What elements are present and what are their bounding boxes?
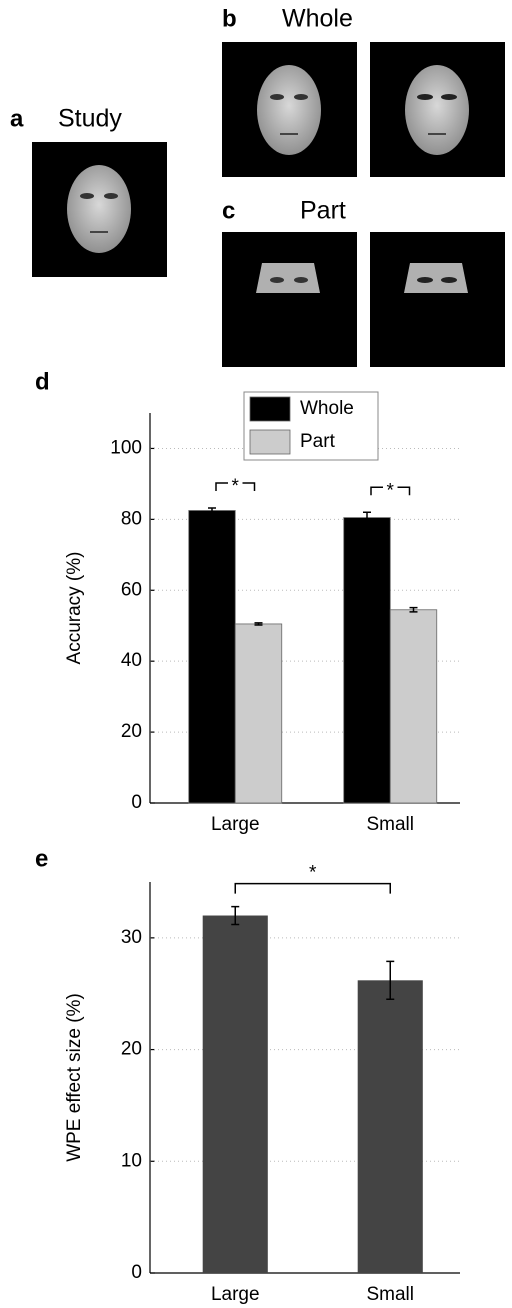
error-bar (363, 511, 371, 524)
part-images (222, 232, 505, 367)
error-bar (208, 507, 216, 514)
y-axis-label: WPE effect size (%) (64, 993, 85, 1162)
y-tick-label: 10 (121, 1150, 142, 1171)
y-tick-label: 60 (121, 579, 142, 600)
significance-star: * (309, 863, 317, 884)
study-image (32, 142, 167, 277)
y-tick-label: 20 (121, 721, 142, 742)
significance-bracket (370, 486, 411, 496)
x-tick-label: Large (211, 1284, 260, 1305)
bar (234, 623, 283, 804)
significance-bracket (215, 482, 256, 492)
significance-star: * (232, 476, 240, 497)
panel-letter: c (222, 197, 235, 224)
panel-letter: a (10, 105, 24, 132)
legend-label: Whole (300, 398, 354, 419)
error-bar (386, 960, 395, 1001)
error-bar (254, 622, 263, 626)
significance-bracket (234, 882, 391, 894)
error-bar (409, 606, 418, 613)
y-tick-label: 30 (121, 927, 142, 948)
panel-letter: d (35, 368, 50, 395)
x-tick-label: Small (366, 814, 414, 835)
whole-images (222, 42, 505, 177)
bar (202, 915, 268, 1273)
panel-title: Whole (282, 5, 353, 33)
panel-letter: e (35, 845, 48, 872)
y-tick-label: 40 (121, 650, 142, 671)
significance-star: * (387, 480, 395, 501)
x-tick-label: Large (211, 814, 260, 835)
panel-title: Study (58, 105, 122, 133)
panel-letter: b (222, 5, 237, 32)
y-tick-label: 80 (121, 508, 142, 529)
panel-title: Part (300, 197, 346, 225)
y-axis-label: Accuracy (%) (64, 552, 85, 665)
y-tick-label: 0 (131, 1262, 142, 1283)
error-bar (231, 905, 240, 926)
bar (389, 609, 438, 804)
legend-swatch (249, 396, 291, 422)
bar (188, 510, 236, 804)
y-tick-label: 0 (131, 792, 142, 813)
bar (357, 980, 423, 1273)
bar (343, 517, 391, 804)
y-tick-label: 100 (110, 437, 142, 458)
x-tick-label: Small (366, 1284, 414, 1305)
legend-swatch (249, 429, 291, 455)
y-tick-label: 20 (121, 1039, 142, 1060)
legend-label: Part (300, 431, 336, 452)
